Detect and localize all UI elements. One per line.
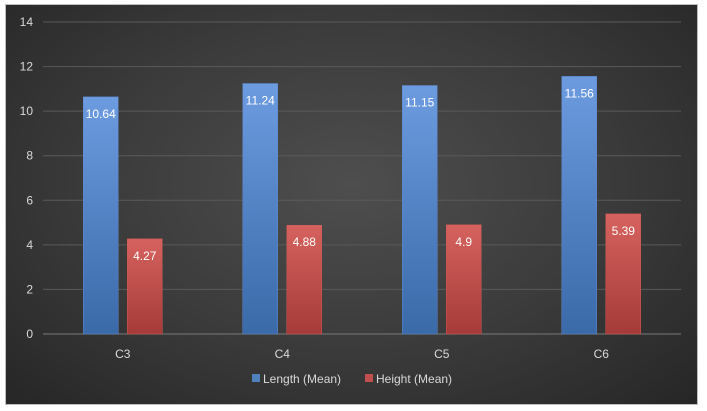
bar-height-c5 [446,224,482,335]
data-label: 4.88 [293,235,317,249]
bar-height-c6 [605,213,641,335]
data-label: 5.39 [612,224,636,238]
data-label: 10.64 [86,107,116,121]
data-label: 4.9 [455,235,472,249]
x-category-label: C4 [275,347,291,361]
y-tick-label: 12 [20,60,34,74]
y-tick-label: 10 [20,104,34,118]
bar-length-c4 [242,83,278,335]
bar-chart: 0 2 4 6 8 10 12 14 10.64 4.27 C3 11.24 4.88 C4 11.15 4.… [20,15,681,386]
y-tick-label: 14 [20,15,34,29]
data-label: 4.27 [133,249,157,263]
bar-height-c3 [127,238,163,335]
data-label: 11.24 [246,94,275,108]
y-tick-label: 0 [26,327,33,341]
data-label: 11.56 [565,86,594,100]
legend-label: Length (Mean) [263,372,341,386]
x-category-label: C3 [115,347,131,361]
legend-swatch-length [252,374,260,382]
bar-height-c4 [286,224,322,335]
y-tick-label: 8 [26,149,33,163]
bar-length-c6 [561,76,597,335]
chart-area: 0 2 4 6 8 10 12 14 10.64 4.27 C3 11.24 4.88 C4 11.15 4.… [5,4,698,405]
x-category-label: C5 [434,347,450,361]
y-tick-label: 2 [26,282,33,296]
y-tick-label: 4 [26,238,33,252]
bar-length-c5 [402,85,438,335]
y-tick-label: 6 [26,193,33,207]
legend-swatch-height [365,374,373,382]
data-label: 11.15 [405,96,434,110]
legend-label: Height (Mean) [376,372,452,386]
x-category-label: C6 [594,347,610,361]
bar-length-c3 [83,96,119,335]
